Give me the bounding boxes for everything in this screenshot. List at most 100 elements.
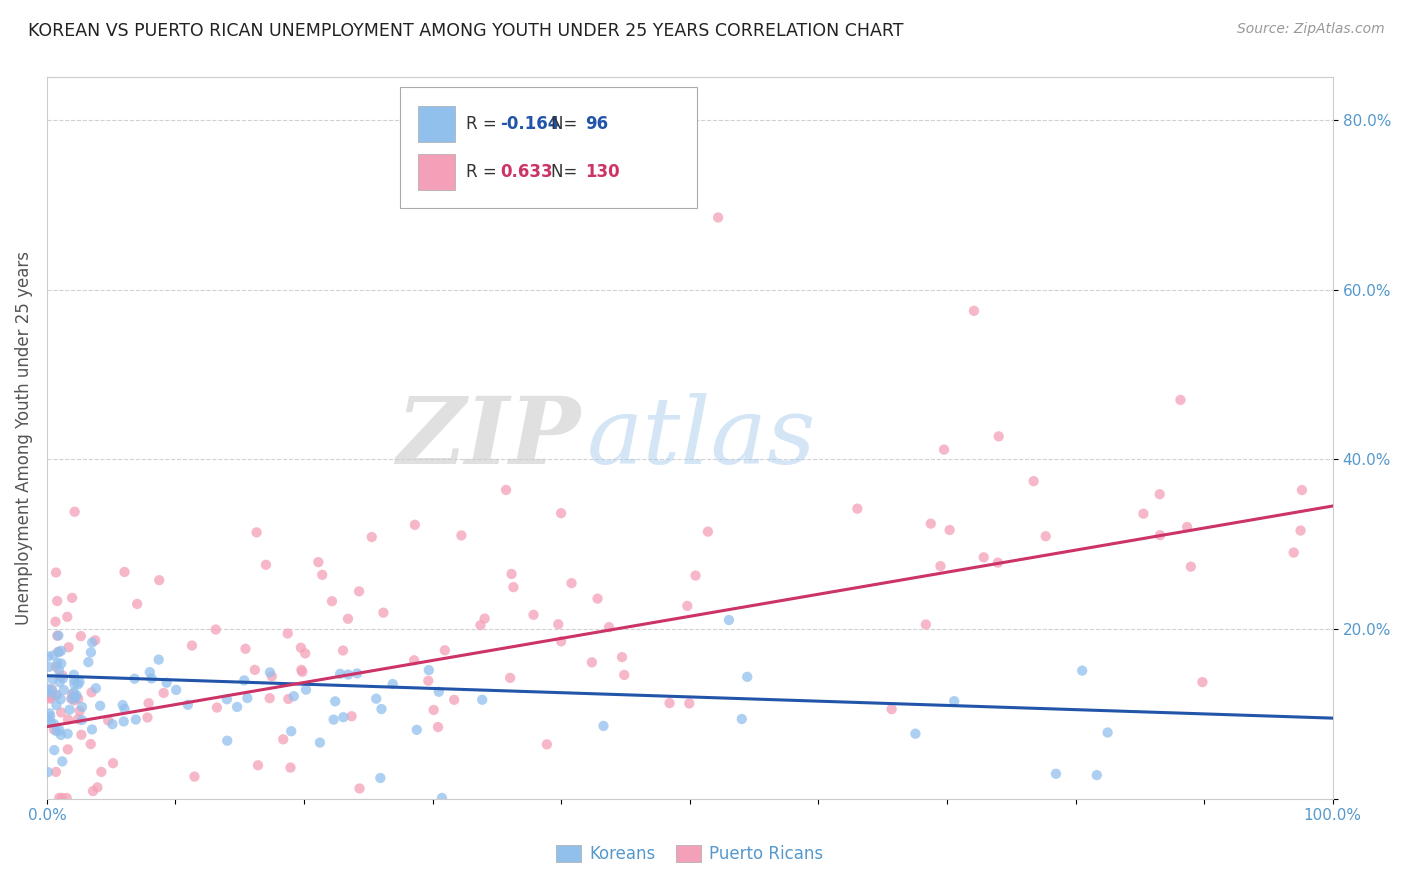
Point bbox=[48, 791, 70, 805]
Point bbox=[1170, 392, 1192, 407]
Point bbox=[63, 505, 86, 519]
Point bbox=[938, 523, 960, 537]
Text: KOREAN VS PUERTO RICAN UNEMPLOYMENT AMONG YOUTH UNDER 25 YEARS CORRELATION CHART: KOREAN VS PUERTO RICAN UNEMPLOYMENT AMON… bbox=[28, 22, 904, 40]
Point bbox=[42, 673, 65, 687]
Point bbox=[90, 764, 112, 779]
Point bbox=[259, 691, 281, 706]
Point bbox=[337, 667, 360, 681]
Point bbox=[45, 566, 67, 580]
Point bbox=[63, 677, 86, 691]
Point bbox=[37, 712, 59, 726]
Point bbox=[427, 720, 450, 734]
Point bbox=[471, 692, 494, 706]
Point bbox=[550, 634, 572, 648]
Point bbox=[332, 643, 354, 657]
Point bbox=[60, 591, 83, 605]
Point bbox=[177, 698, 200, 712]
Point bbox=[550, 506, 572, 520]
Point bbox=[46, 645, 69, 659]
Point bbox=[307, 555, 329, 569]
Point bbox=[1097, 725, 1119, 739]
Point bbox=[80, 685, 103, 699]
Point bbox=[44, 615, 66, 629]
Point bbox=[66, 712, 89, 726]
Point bbox=[215, 692, 238, 706]
Point bbox=[60, 691, 83, 706]
Point bbox=[332, 710, 354, 724]
Point bbox=[696, 524, 718, 539]
Point bbox=[418, 663, 440, 677]
Point bbox=[51, 657, 73, 671]
Point bbox=[245, 525, 267, 540]
Point bbox=[499, 671, 522, 685]
Point bbox=[370, 702, 392, 716]
Point bbox=[973, 550, 995, 565]
Point bbox=[80, 737, 103, 751]
Point bbox=[183, 770, 205, 784]
Point bbox=[233, 673, 256, 688]
Point bbox=[45, 688, 67, 702]
Point bbox=[37, 649, 59, 664]
Point bbox=[58, 640, 80, 655]
Point bbox=[112, 714, 135, 729]
Text: atlas: atlas bbox=[586, 393, 817, 483]
Point bbox=[277, 692, 299, 706]
Point bbox=[495, 483, 517, 497]
Point bbox=[35, 681, 58, 696]
Point bbox=[280, 761, 302, 775]
Point bbox=[138, 696, 160, 710]
Point bbox=[217, 733, 239, 747]
Point bbox=[45, 659, 67, 673]
Point bbox=[329, 666, 352, 681]
Point bbox=[80, 645, 103, 659]
Point bbox=[37, 765, 59, 780]
Point bbox=[243, 663, 266, 677]
Point bbox=[39, 709, 62, 723]
Point bbox=[55, 791, 77, 805]
Text: 130: 130 bbox=[585, 163, 620, 181]
Point bbox=[707, 211, 730, 225]
Point bbox=[89, 698, 111, 713]
Point bbox=[373, 606, 395, 620]
Point bbox=[280, 724, 302, 739]
Point bbox=[311, 567, 333, 582]
Point bbox=[259, 665, 281, 680]
Point bbox=[246, 758, 269, 772]
Point bbox=[39, 691, 62, 706]
Point bbox=[347, 584, 370, 599]
Point bbox=[581, 656, 603, 670]
Text: -0.164: -0.164 bbox=[501, 115, 560, 133]
Point bbox=[101, 756, 124, 771]
Point bbox=[427, 685, 450, 699]
Point bbox=[37, 685, 59, 699]
Text: 96: 96 bbox=[585, 115, 609, 133]
Point bbox=[1149, 528, 1171, 542]
Point bbox=[418, 673, 440, 688]
Text: R =: R = bbox=[467, 163, 508, 181]
Point bbox=[39, 690, 62, 705]
Point bbox=[846, 501, 869, 516]
Point bbox=[97, 714, 120, 728]
Point bbox=[1071, 664, 1094, 678]
Point bbox=[63, 693, 86, 707]
Point bbox=[35, 690, 58, 705]
Point bbox=[45, 688, 67, 702]
Point bbox=[932, 442, 955, 457]
Point bbox=[366, 691, 388, 706]
Point bbox=[360, 530, 382, 544]
Point bbox=[598, 620, 620, 634]
Point bbox=[678, 697, 700, 711]
Point bbox=[38, 660, 60, 674]
Point bbox=[1289, 524, 1312, 538]
Point bbox=[370, 771, 392, 785]
Point bbox=[65, 689, 87, 703]
Point bbox=[987, 429, 1010, 443]
Point bbox=[69, 629, 91, 643]
Point bbox=[69, 674, 91, 689]
Point bbox=[349, 781, 371, 796]
Point bbox=[46, 656, 69, 670]
Point bbox=[63, 685, 86, 699]
Point bbox=[45, 724, 67, 739]
Point bbox=[41, 682, 63, 697]
Point bbox=[56, 610, 79, 624]
